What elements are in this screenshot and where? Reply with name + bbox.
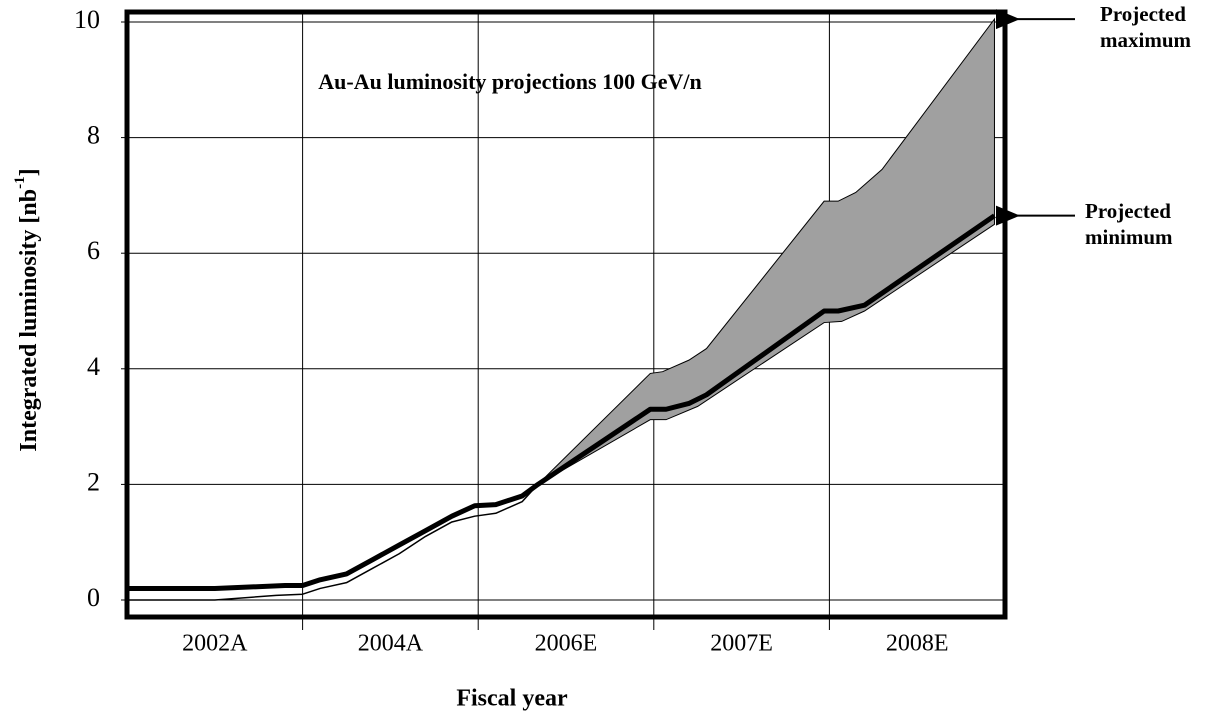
y-tick-label: 8 — [87, 121, 100, 150]
x-tick-label: 2004A — [358, 631, 424, 657]
y-label-text: Integrated luminosity [nb — [16, 189, 42, 452]
y-axis-label: Integrated luminosity [nb-1] — [12, 168, 41, 451]
series-line — [127, 483, 539, 601]
projection-band — [537, 17, 995, 485]
y-tick-label: 2 — [87, 467, 100, 496]
y-label-suffix: ] — [16, 168, 42, 176]
y-label-sup: -1 — [12, 176, 28, 189]
x-tick-label: 2002A — [182, 631, 248, 657]
x-axis-label: Fiscal year — [456, 686, 568, 712]
x-tick-label: 2006E — [535, 631, 598, 657]
y-tick-label: 0 — [87, 583, 100, 612]
annotation: Projected maximum — [1100, 2, 1191, 53]
y-tick-label: 4 — [87, 352, 100, 381]
plot-frame — [124, 9, 1008, 620]
y-tick-label: 6 — [87, 236, 100, 265]
series-line — [127, 213, 996, 591]
x-tick-label: 2007E — [710, 631, 773, 657]
x-tick-label: 2008E — [886, 631, 949, 657]
annotation: Projected minimum — [1085, 198, 1173, 249]
y-tick-label: 10 — [74, 5, 100, 34]
chart-title: Au-Au luminosity projections 100 GeV/n — [318, 69, 701, 94]
